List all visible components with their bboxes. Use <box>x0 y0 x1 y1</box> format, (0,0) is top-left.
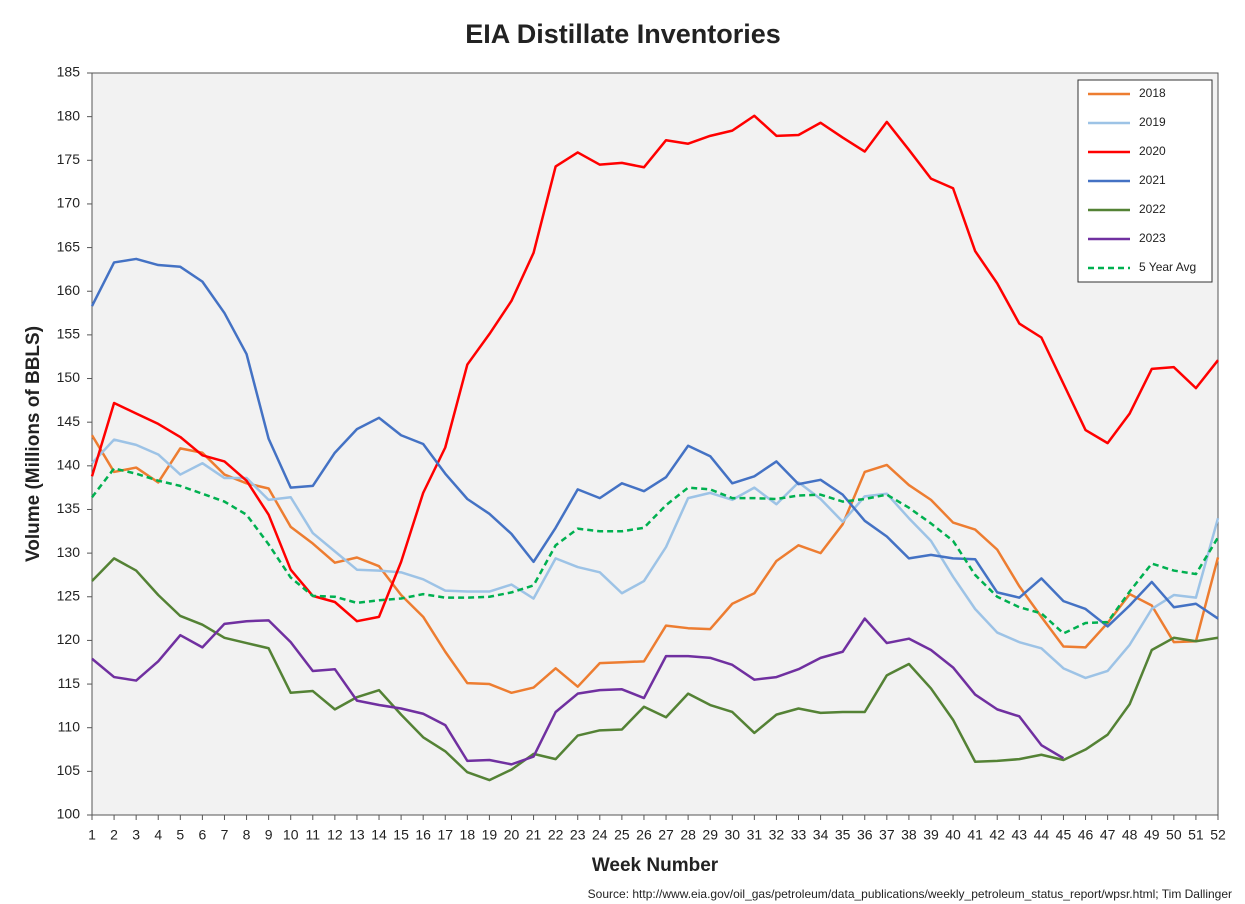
x-tick-label: 15 <box>393 827 409 843</box>
series-line <box>91 557 1219 782</box>
x-axis-label: Week Number <box>592 855 719 876</box>
x-tick-label: 24 <box>592 827 608 843</box>
y-tick-label: 185 <box>57 64 81 80</box>
y-tick-label: 180 <box>57 107 81 123</box>
x-tick-label: 29 <box>702 827 718 843</box>
x-tick-label: 50 <box>1166 827 1182 843</box>
x-tick-label: 34 <box>813 827 829 843</box>
x-tick-label: 43 <box>1012 827 1028 843</box>
legend-label: 2020 <box>1139 144 1166 158</box>
x-tick-label: 41 <box>967 827 983 843</box>
x-tick-label: 16 <box>415 827 431 843</box>
x-tick-label: 26 <box>636 827 652 843</box>
x-tick-label: 13 <box>349 827 365 843</box>
x-tick-label: 32 <box>769 827 785 843</box>
x-tick-label: 45 <box>1056 827 1072 843</box>
x-tick-label: 28 <box>680 827 696 843</box>
x-tick-label: 40 <box>945 827 961 843</box>
x-tick-label: 49 <box>1144 827 1160 843</box>
x-tick-label: 18 <box>460 827 476 843</box>
x-tick-label: 33 <box>791 827 807 843</box>
x-tick-label: 25 <box>614 827 630 843</box>
x-tick-label: 30 <box>724 827 740 843</box>
x-tick-label: 48 <box>1122 827 1138 843</box>
series-line <box>91 617 1065 766</box>
y-tick-label: 145 <box>57 413 81 429</box>
y-tick-label: 120 <box>57 631 81 647</box>
legend-label: 5 Year Avg <box>1139 260 1196 274</box>
x-tick-label: 8 <box>243 827 251 843</box>
x-tick-label: 9 <box>265 827 273 843</box>
x-tick-label: 3 <box>132 827 140 843</box>
x-tick-label: 12 <box>327 827 343 843</box>
x-tick-label: 5 <box>176 827 184 843</box>
legend-label: 2022 <box>1139 202 1166 216</box>
x-tick-label: 42 <box>989 827 1005 843</box>
y-tick-label: 115 <box>58 675 81 691</box>
x-tick-label: 36 <box>857 827 873 843</box>
x-tick-label: 51 <box>1188 827 1204 843</box>
source-note: Source: http://www.eia.gov/oil_gas/petro… <box>588 887 1232 901</box>
x-tick-label: 23 <box>570 827 586 843</box>
x-tick-label: 14 <box>371 827 387 843</box>
x-tick-label: 47 <box>1100 827 1116 843</box>
x-tick-label: 39 <box>923 827 939 843</box>
y-tick-label: 110 <box>58 718 81 734</box>
x-tick-label: 10 <box>283 827 299 843</box>
x-tick-label: 11 <box>306 827 321 843</box>
y-tick-label: 100 <box>57 806 81 822</box>
x-tick-label: 6 <box>198 827 206 843</box>
x-tick-label: 37 <box>879 827 895 843</box>
x-tick-label: 44 <box>1034 827 1050 843</box>
x-tick-label: 22 <box>548 827 564 843</box>
x-tick-label: 1 <box>88 827 96 843</box>
x-tick-label: 4 <box>154 827 162 843</box>
legend-label: 2018 <box>1139 86 1166 100</box>
legend-label: 2019 <box>1139 115 1166 129</box>
chart-title: EIA Distillate Inventories <box>465 19 781 49</box>
x-tick-label: 52 <box>1210 827 1226 843</box>
y-tick-label: 130 <box>57 544 81 560</box>
x-tick-label: 31 <box>747 827 763 843</box>
y-tick-label: 155 <box>57 326 81 342</box>
y-tick-label: 105 <box>57 762 81 778</box>
y-axis-label: Volume (Millions of BBLS) <box>23 326 44 562</box>
series-line <box>90 114 1219 623</box>
x-tick-label: 2 <box>110 827 118 843</box>
x-tick-label: 21 <box>526 827 542 843</box>
plot-area <box>91 72 1219 816</box>
x-tick-label: 35 <box>835 827 851 843</box>
x-tick-label: 17 <box>437 827 453 843</box>
series-line <box>90 257 1219 628</box>
y-tick-label: 165 <box>57 238 81 254</box>
x-tick-label: 46 <box>1078 827 1094 843</box>
series-line <box>91 467 1220 635</box>
y-tick-label: 150 <box>57 369 81 385</box>
y-tick-label: 160 <box>57 282 81 298</box>
y-tick-label: 140 <box>57 457 81 473</box>
x-tick-label: 20 <box>504 827 520 843</box>
y-tick-label: 135 <box>57 500 81 516</box>
y-tick-label: 125 <box>57 587 81 603</box>
y-tick-label: 175 <box>57 151 81 167</box>
x-tick-label: 38 <box>901 827 917 843</box>
series-line <box>90 434 1220 695</box>
legend-label: 2023 <box>1139 231 1166 245</box>
y-tick-label: 170 <box>57 195 81 211</box>
legend-label: 2021 <box>1139 173 1166 187</box>
x-tick-label: 27 <box>658 827 674 843</box>
x-tick-label: 7 <box>221 827 229 843</box>
x-tick-label: 19 <box>482 827 498 843</box>
series-line <box>91 438 1220 680</box>
